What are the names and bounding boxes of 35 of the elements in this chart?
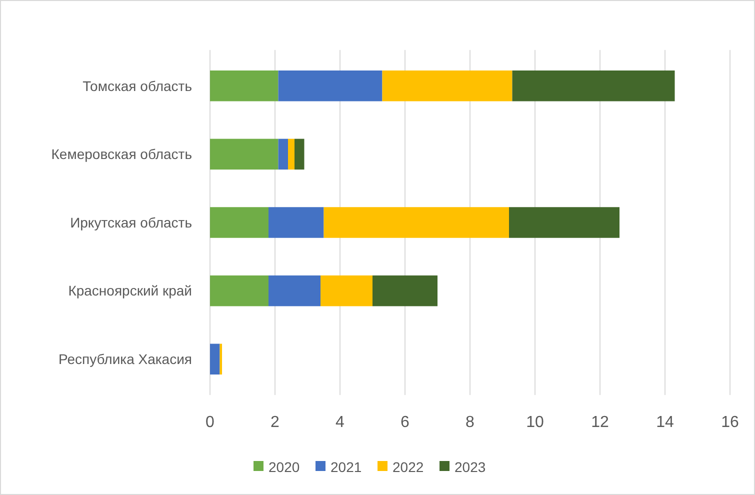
bar [210,344,220,375]
x-tick-label: 0 [206,414,215,431]
x-tick-label: 4 [336,414,345,431]
bar [278,138,288,170]
y-tick-label: Иркутская область [70,214,192,230]
y-tick-label: Кемеровская область [51,146,192,162]
legend-label: 2021 [330,458,362,475]
y-tick-label: Томская область [82,78,192,94]
legend-label: 2020 [268,458,300,475]
bar [210,275,268,306]
bar [372,275,438,306]
x-tick-label: 16 [721,414,739,431]
x-tick-label: 10 [526,414,544,431]
bar [512,70,675,102]
y-tick-label: Красноярский край [68,282,192,299]
bar [210,138,278,170]
bar [324,207,509,238]
bar [268,207,324,238]
legend-label: 2023 [454,458,486,475]
bar [294,138,304,170]
bar [509,207,620,238]
bar [210,207,268,238]
x-tick-label: 8 [466,414,475,431]
bar [320,275,372,306]
bar [278,70,382,102]
bar [382,70,512,102]
x-tick-label: 14 [656,414,674,431]
x-tick-label: 6 [400,414,410,431]
x-tick-label: 12 [591,414,609,431]
x-tick-label: 2 [270,414,280,431]
bar [210,70,278,102]
bar [268,275,320,306]
bar [288,138,294,170]
y-tick-label: Республика Хакасия [58,351,192,368]
legend-label: 2022 [392,458,424,475]
